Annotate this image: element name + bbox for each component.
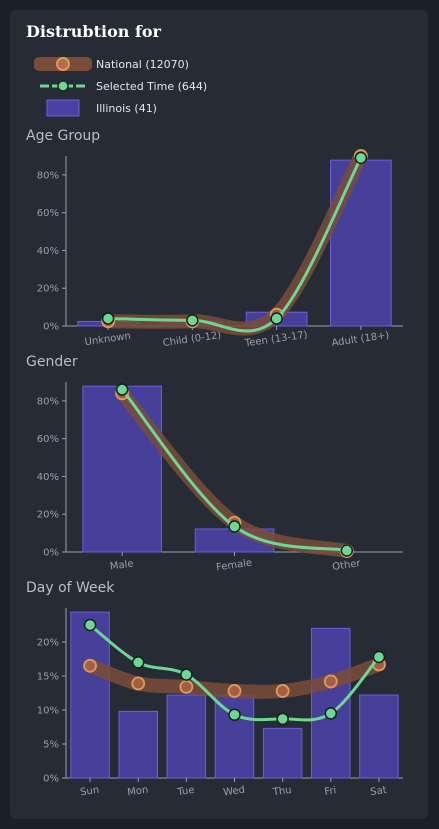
national-point [275,684,290,698]
y-tick-label: 20% [37,638,59,649]
y-tick-label: 40% [37,472,59,483]
gender-chart: 0% 20% 40% 60% 80% Male Female Other [37,382,403,574]
x-tick-label: Thu [271,785,292,799]
y-tick-label: 0% [43,548,59,559]
x-tick-label: Sat [370,785,388,798]
bar-sat [359,694,399,779]
state-legend-icon [46,99,80,117]
x-tick-label: Adult (18+) [331,330,390,349]
x-tick-label: Tue [176,785,195,798]
bar-mon [118,710,158,779]
y-tick-label: 10% [37,706,59,717]
legend-item-national[interactable]: National (12070) [34,55,189,73]
age-group-chart: 0%20%40%60%80%Unknown Child (0-12) Teen (1… [37,149,403,350]
legend-item-selected[interactable]: Selected Time (644) [34,77,207,95]
selected-point [324,707,338,720]
selected-point [228,520,241,533]
x-tick-label: Wed [223,785,246,799]
selected-line [108,157,363,333]
panel-title: Distrubtion for [26,22,161,41]
y-tick-label: 80% [37,170,59,181]
x-tick-label: Mon [127,785,149,799]
national-point [131,676,146,691]
national-point [227,684,242,698]
national-point [179,679,194,694]
bar-tue [166,694,207,779]
bar-fri [311,627,351,779]
selected-point [115,383,129,396]
legend-label-state: Illinois (41) [96,101,157,115]
national-point [83,658,97,673]
chart-title-age-group: Age Group [26,128,101,144]
x-tick-label: Female [215,558,252,574]
selected-point [83,618,97,632]
selected-point [340,544,354,557]
national-point [323,674,338,689]
selected-point [101,312,115,325]
chart-title-day-of-week: Day of Week [26,580,115,596]
chart-title-gender: Gender [26,354,78,370]
selected-point [276,712,289,726]
legend-label-national: National (12070) [96,57,189,71]
y-tick-label: 5% [43,740,59,751]
x-tick-label: Male [109,558,134,572]
x-tick-label: Child (0-12) [162,330,222,349]
y-tick-label: 0% [43,322,59,333]
day-of-week-chart: 0% 5% 10% 15% 20% Sun Mon Tue Wed Thu Fri Sat [37,608,403,799]
selected-point [186,314,199,327]
selected-point [270,312,283,325]
legend-label-selected: Selected Time (644) [96,79,208,93]
national-legend-icon [34,57,92,71]
x-tick-label: Fri [324,785,337,798]
selected-legend-icon [40,80,86,92]
y-tick-label: 0% [43,774,59,785]
selected-point [354,151,368,165]
bar-wed [214,694,255,779]
y-tick-label: 15% [37,672,59,683]
x-tick-label: Unknown [84,331,132,348]
y-tick-label: 80% [37,396,59,407]
selected-point [372,650,386,664]
y-tick-label: 60% [37,208,59,219]
y-tick-label: 40% [37,246,59,257]
bar-sun [70,611,110,779]
selected-point [131,656,145,669]
legend-item-state[interactable]: Illinois (41) [34,99,157,117]
y-tick-label: 20% [37,510,59,521]
x-tick-label: Sun [80,785,100,799]
selected-point [228,708,241,722]
y-tick-label: 20% [37,284,59,295]
bar-thu [262,727,303,779]
selected-point [180,668,193,681]
x-tick-label: Other [332,558,363,573]
bar-male [82,385,162,553]
y-tick-label: 60% [37,434,59,445]
